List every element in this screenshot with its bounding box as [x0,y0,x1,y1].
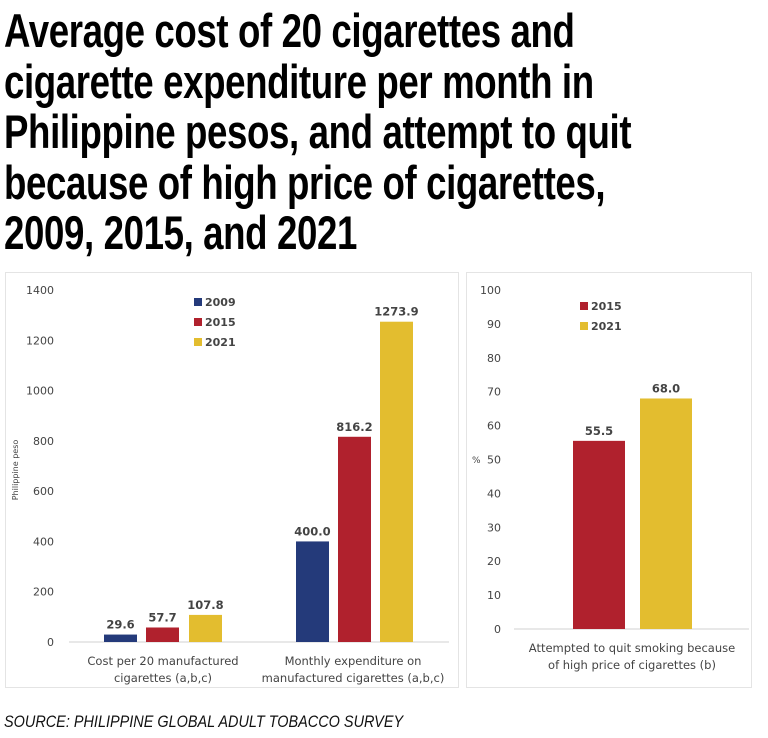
y-tick-label: 100 [480,284,501,297]
data-label: 57.7 [148,610,176,624]
title-line: because of high price of cigarettes, [4,155,606,209]
quit-bar-chart: 0 10 20 30 40 50 60 70 80 90 100% 55.5 2015 68.0 2021 A… [472,284,749,672]
title-line: 2009, 2015, and 2021 [4,206,357,259]
y-tick-label: 90 [487,318,501,331]
y-axis-label: Philippine peso [11,440,20,501]
bar-2009 [296,541,329,642]
legend-swatch-2021 [194,338,202,346]
y-tick-label: 600 [33,485,54,498]
y-tick-label: 60 [487,420,501,433]
bar-2021 [640,398,692,629]
y-tick-label: 40 [487,487,501,500]
data-label: 400.0 [294,524,330,538]
y-tick-label: 200 [33,586,54,599]
legend-label: 2015 [205,316,236,329]
x-category-label: manufactured cigarettes (a,b,c) [262,671,445,685]
y-tick-label: 1000 [26,385,54,398]
legend-label: 2021 [205,336,236,349]
y-tick-label: 30 [487,521,501,534]
legend-label: 2021 [591,320,622,333]
data-label: 55.5 [585,424,613,438]
y-tick-label: 20 [487,555,501,568]
data-label: 107.8 [187,598,223,612]
bar-2015 [573,440,625,629]
data-label: 816.2 [336,420,372,434]
y-tick-label: 0 [47,636,54,649]
data-label: 68.0 [652,381,680,395]
y-tick-label: 0 [494,623,501,636]
x-category-label: cigarettes (a,b,c) [114,671,212,685]
y-tick-label: 400 [33,535,54,548]
bar-2015 [146,627,179,642]
bar-2009 [104,634,137,642]
title-line: Average cost of 20 cigarettes and [4,4,575,57]
y-tick-label: 80 [487,352,501,365]
y-tick-label: 1400 [26,284,54,297]
legend-swatch-2009 [194,298,202,306]
legend-label: 2015 [591,300,622,313]
bar-2021 [189,614,222,642]
x-category-label: Attempted to quit smoking because [529,641,735,655]
bar-2021 [380,321,413,642]
peso-chart-panel: 0 200 400 600 800 1000 1200 1400 Philippine peso… [5,272,459,688]
x-category-label: Cost per 20 manufactured [87,654,238,668]
x-category-label: of high price of cigarettes (b) [548,658,716,672]
y-tick-label: 50 [487,454,501,467]
legend-swatch-2015 [580,302,588,310]
title-line: cigarette expenditure per month in [4,54,594,108]
title-line: Philippine pesos, and attempt to quit [4,105,632,158]
y-axis-label: % [472,456,481,466]
data-label: 1273.9 [374,305,418,319]
y-tick-label: 1200 [26,334,54,347]
data-label: 29.6 [106,618,134,632]
legend-swatch-2015 [194,318,202,326]
chart-title: Average cost of 20 cigarettes and cigare… [4,4,706,259]
quit-chart-panel: 0 10 20 30 40 50 60 70 80 90 100% 55.5 2015 68.0 2021 A… [466,272,752,688]
peso-bar-chart: 0 200 400 600 800 1000 1200 1400 Philippine peso… [11,284,449,685]
source-note: SOURCE: PHILIPPINE GLOBAL ADULT TOBACCO … [4,712,404,731]
bar-2015 [338,436,371,642]
y-tick-label: 70 [487,386,501,399]
x-category-label: Monthly expenditure on [285,654,422,668]
legend-swatch-2021 [580,322,588,330]
y-tick-label: 800 [33,435,54,448]
legend-label: 2009 [205,296,236,309]
y-tick-label: 10 [487,589,501,602]
